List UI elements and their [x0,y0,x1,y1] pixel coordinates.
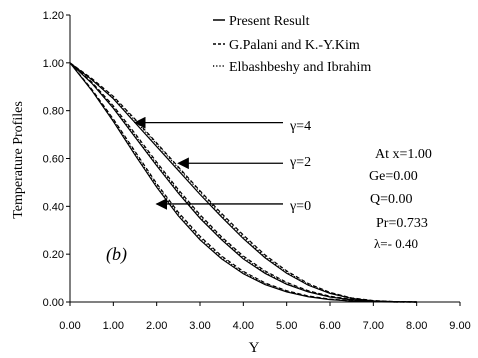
param-pr: Pr=0.733 [376,216,428,231]
x-tick-label: 9.00 [449,320,470,332]
legend-label: Present Result [229,14,310,29]
series-line-dotted [69,62,417,303]
series-line-solid [69,62,417,303]
y-ticks: 0.00 0.20 0.40 0.60 0.80 1.00 1.20 [43,10,70,309]
y-tick-label: 0.80 [43,106,64,118]
parameter-annotations: At x=1.00 Ge=0.00 Q=0.00 Pr=0.733 λ=- 0.… [369,147,432,251]
x-ticks: 0.00 1.00 2.00 3.00 4.00 5.00 6.00 7.00 8.00 9.00 [59,302,471,332]
series-line-dotted [69,62,417,303]
series-lines [69,62,417,303]
param-ge: Ge=0.00 [369,169,418,184]
y-axis-label: Temperature Profiles [11,101,26,219]
x-tick-label: 1.00 [103,320,124,332]
legend-label: Elbashbeshy and Ibrahim [229,60,371,75]
gamma-label-4: γ=4 [289,119,311,134]
series-line-solid [69,62,417,303]
y-tick-label: 0.40 [43,201,64,213]
gamma-label-2: γ=2 [289,155,311,170]
series-line-dashed [69,62,417,303]
x-axis-label: Y [249,340,260,356]
x-tick-label: 8.00 [406,320,427,332]
param-lambda: λ=- 0.40 [374,236,418,251]
x-tick-label: 2.00 [146,320,167,332]
param-x: At x=1.00 [375,147,432,162]
x-tick-label: 5.00 [276,320,297,332]
legend-label: G.Palani and K.-Y.Kim [229,38,360,53]
y-tick-label: 1.20 [43,10,64,22]
panel-label: (b) [106,244,127,265]
x-tick-label: 3.00 [189,320,210,332]
y-tick-label: 0.20 [43,249,64,261]
y-tick-label: 0.60 [43,154,64,166]
series-line-solid [69,62,417,303]
gamma-label-0: γ=0 [289,199,311,214]
x-tick-label: 4.00 [233,320,254,332]
legend-item-elbashbeshy-ibrahim: Elbashbeshy and Ibrahim [213,60,371,75]
series-line-dashed [69,62,417,303]
y-tick-label: 0.00 [43,297,64,309]
param-q: Q=0.00 [370,192,413,207]
series-line-dotted [69,62,417,303]
y-tick-label: 1.00 [43,58,64,70]
legend: Present Result G.Palani and K.-Y.Kim Elb… [213,14,371,75]
series-line-dashed [69,62,417,303]
legend-item-present-result: Present Result [213,14,310,29]
x-tick-label: 6.00 [319,320,340,332]
x-tick-label: 0.00 [59,320,80,332]
gamma-arrows [133,116,283,210]
x-tick-label: 7.00 [363,320,384,332]
legend-item-palani-kim: G.Palani and K.-Y.Kim [213,38,360,53]
